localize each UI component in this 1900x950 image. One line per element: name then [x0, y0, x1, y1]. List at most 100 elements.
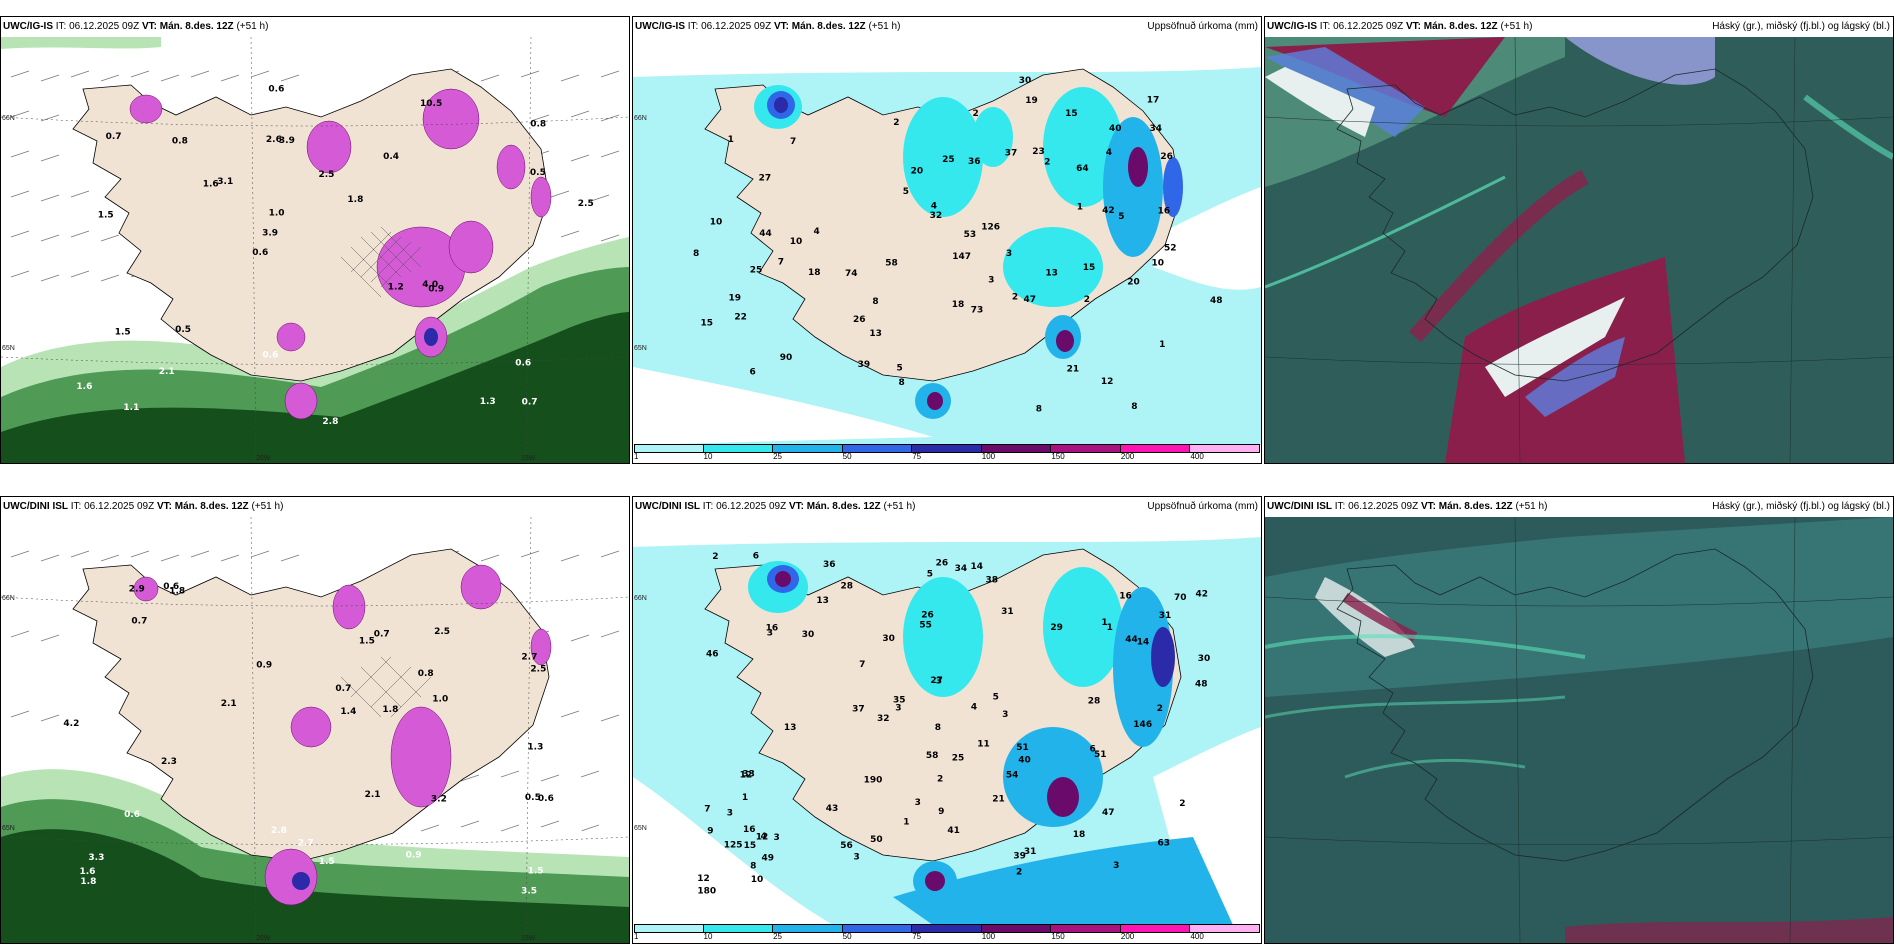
map-value-label: 39	[1013, 852, 1026, 862]
map-value-label: 18	[1073, 830, 1086, 840]
vt-value: Mán. 8.des. 12Z	[159, 21, 234, 32]
map-value-label: 0.6	[252, 248, 268, 258]
colorbar-swatch	[842, 924, 913, 933]
map-value-label: 3	[774, 833, 780, 843]
map-value-label: 2.8	[271, 826, 287, 836]
map-value-label: 16	[1119, 591, 1132, 601]
map-value-label: 51	[1016, 743, 1029, 753]
map-value-label: 4.0	[422, 280, 438, 290]
map-value-label: 58	[926, 751, 939, 761]
map-value-label: 8	[899, 378, 905, 388]
map-clouds	[1265, 37, 1893, 463]
colorbar-swatch	[703, 924, 774, 933]
map-value-label: 3	[1002, 710, 1008, 720]
map-value-label: 31	[1001, 607, 1014, 617]
map-value-label: 20	[1127, 277, 1140, 287]
map-value-label: 15	[744, 841, 757, 851]
map-value-label: 37	[1005, 148, 1018, 158]
lead-time: (+51 h)	[868, 21, 901, 32]
map-value-label: 43	[826, 804, 839, 814]
map-wind: 0.71.50.80.60.41.12.62.51.53.11.62.13.91…	[1, 37, 629, 463]
coord-label: 15W	[521, 935, 536, 942]
colorbar-swatch	[1051, 924, 1121, 933]
model-name: UWC/DINI ISL	[1267, 501, 1332, 512]
map-value-label: 5	[993, 693, 999, 703]
panel-header: UWC/IG-IS IT: 06.12.2025 09Z VT: Mán. 8.…	[1265, 17, 1893, 37]
map-value-label: 0.6	[163, 582, 179, 592]
colorbar-tick-label: 50	[842, 932, 852, 941]
map-value-label: 13	[1045, 268, 1058, 278]
map-value-label: 1	[1077, 203, 1083, 213]
coord-label: 66N	[2, 115, 15, 122]
map-wind: 0.61.80.51.00.72.40.70.80.63.31.82.11.31…	[1, 517, 629, 943]
map-value-label: 0.9	[428, 285, 444, 295]
map-value-label: 1.2	[388, 283, 404, 293]
map-value-label: 2.5	[578, 199, 594, 209]
colorbar-tick-label: 100	[981, 932, 996, 941]
map-value-label: 19	[1025, 96, 1038, 106]
map-value-label: 1.6	[76, 382, 92, 392]
map-value-label: 41	[947, 826, 960, 836]
vt-value: Mán. 8.des. 12Z	[174, 501, 249, 512]
map-value-label: 1.0	[578, 828, 594, 838]
map-value-label: 34	[1150, 124, 1163, 134]
coord-label: 65N	[634, 825, 647, 832]
map-value-label: 1.6	[80, 867, 96, 877]
map-value-label: 36	[968, 157, 981, 167]
coord-label: 65N	[2, 825, 15, 832]
map-value-label: 7	[704, 805, 710, 815]
map-value-label: 3	[895, 704, 901, 714]
colorbar-tick-label: 1	[634, 932, 639, 941]
map-value-label: 47	[1102, 808, 1115, 818]
vt-value: Mán. 8.des. 12Z	[1438, 501, 1513, 512]
coord-label: 20W	[256, 935, 271, 942]
map-value-label: 1.6	[203, 180, 219, 190]
map-value-label: 11	[977, 740, 990, 750]
map-value-label: 1	[903, 818, 909, 828]
map-value-label: 40	[1109, 124, 1122, 134]
colorbar-swatch	[981, 924, 1052, 933]
map-value-label: 8	[872, 297, 878, 307]
map-value-label: 10	[1152, 259, 1165, 269]
map-value-label: 28	[841, 582, 854, 592]
vt-label: VT:	[1420, 501, 1436, 512]
map-value-label: 37	[852, 705, 865, 715]
it-label: IT:	[55, 21, 67, 32]
colorbar-swatch	[773, 444, 843, 453]
map-value-label: 30	[1019, 76, 1032, 86]
map-value-label: 8	[1131, 402, 1137, 412]
coord-label: 65N	[634, 345, 647, 352]
map-value-label: 4	[971, 703, 977, 713]
map-value-label: 0.6	[538, 794, 554, 804]
map-value-label: 3	[936, 676, 942, 686]
colorbar-swatch	[912, 444, 982, 453]
map-value-label: 1.8	[169, 587, 185, 597]
map-value-label: 25	[942, 155, 955, 165]
map-clouds	[1265, 517, 1893, 943]
map-value-label: 16	[743, 825, 756, 835]
map-value-label: 1	[1101, 618, 1107, 628]
map-value-label: 6	[750, 367, 756, 377]
map-value-label: 1.1	[123, 403, 139, 413]
colorbar-tick-label: 50	[842, 452, 852, 461]
map-value-label: 8	[750, 861, 756, 871]
map-value-label: 3	[854, 852, 860, 862]
map-value-label: 2	[1157, 704, 1163, 714]
map-value-label: 2	[1016, 868, 1022, 878]
map-value-label: 1	[742, 793, 748, 803]
map-value-label: 51	[1094, 750, 1107, 760]
map-value-label: 10	[751, 875, 764, 885]
map-value-label: 13	[784, 723, 797, 733]
coord-label: 15W	[521, 455, 536, 462]
map-value-label: 0.5	[175, 325, 191, 335]
map-value-label: 90	[780, 353, 793, 363]
map-value-label: 0.7	[335, 684, 351, 694]
it-label: IT:	[702, 501, 714, 512]
map-value-label: 42	[1102, 206, 1115, 216]
coord-label: 66N	[2, 595, 15, 602]
coord-label: 66N	[634, 595, 647, 602]
panel-clouds-dini: UWC/DINI ISL IT: 06.12.2025 09Z VT: Mán.…	[1264, 496, 1894, 944]
map-value-label: 2.5	[319, 170, 335, 180]
map-value-label: 22	[734, 312, 747, 322]
